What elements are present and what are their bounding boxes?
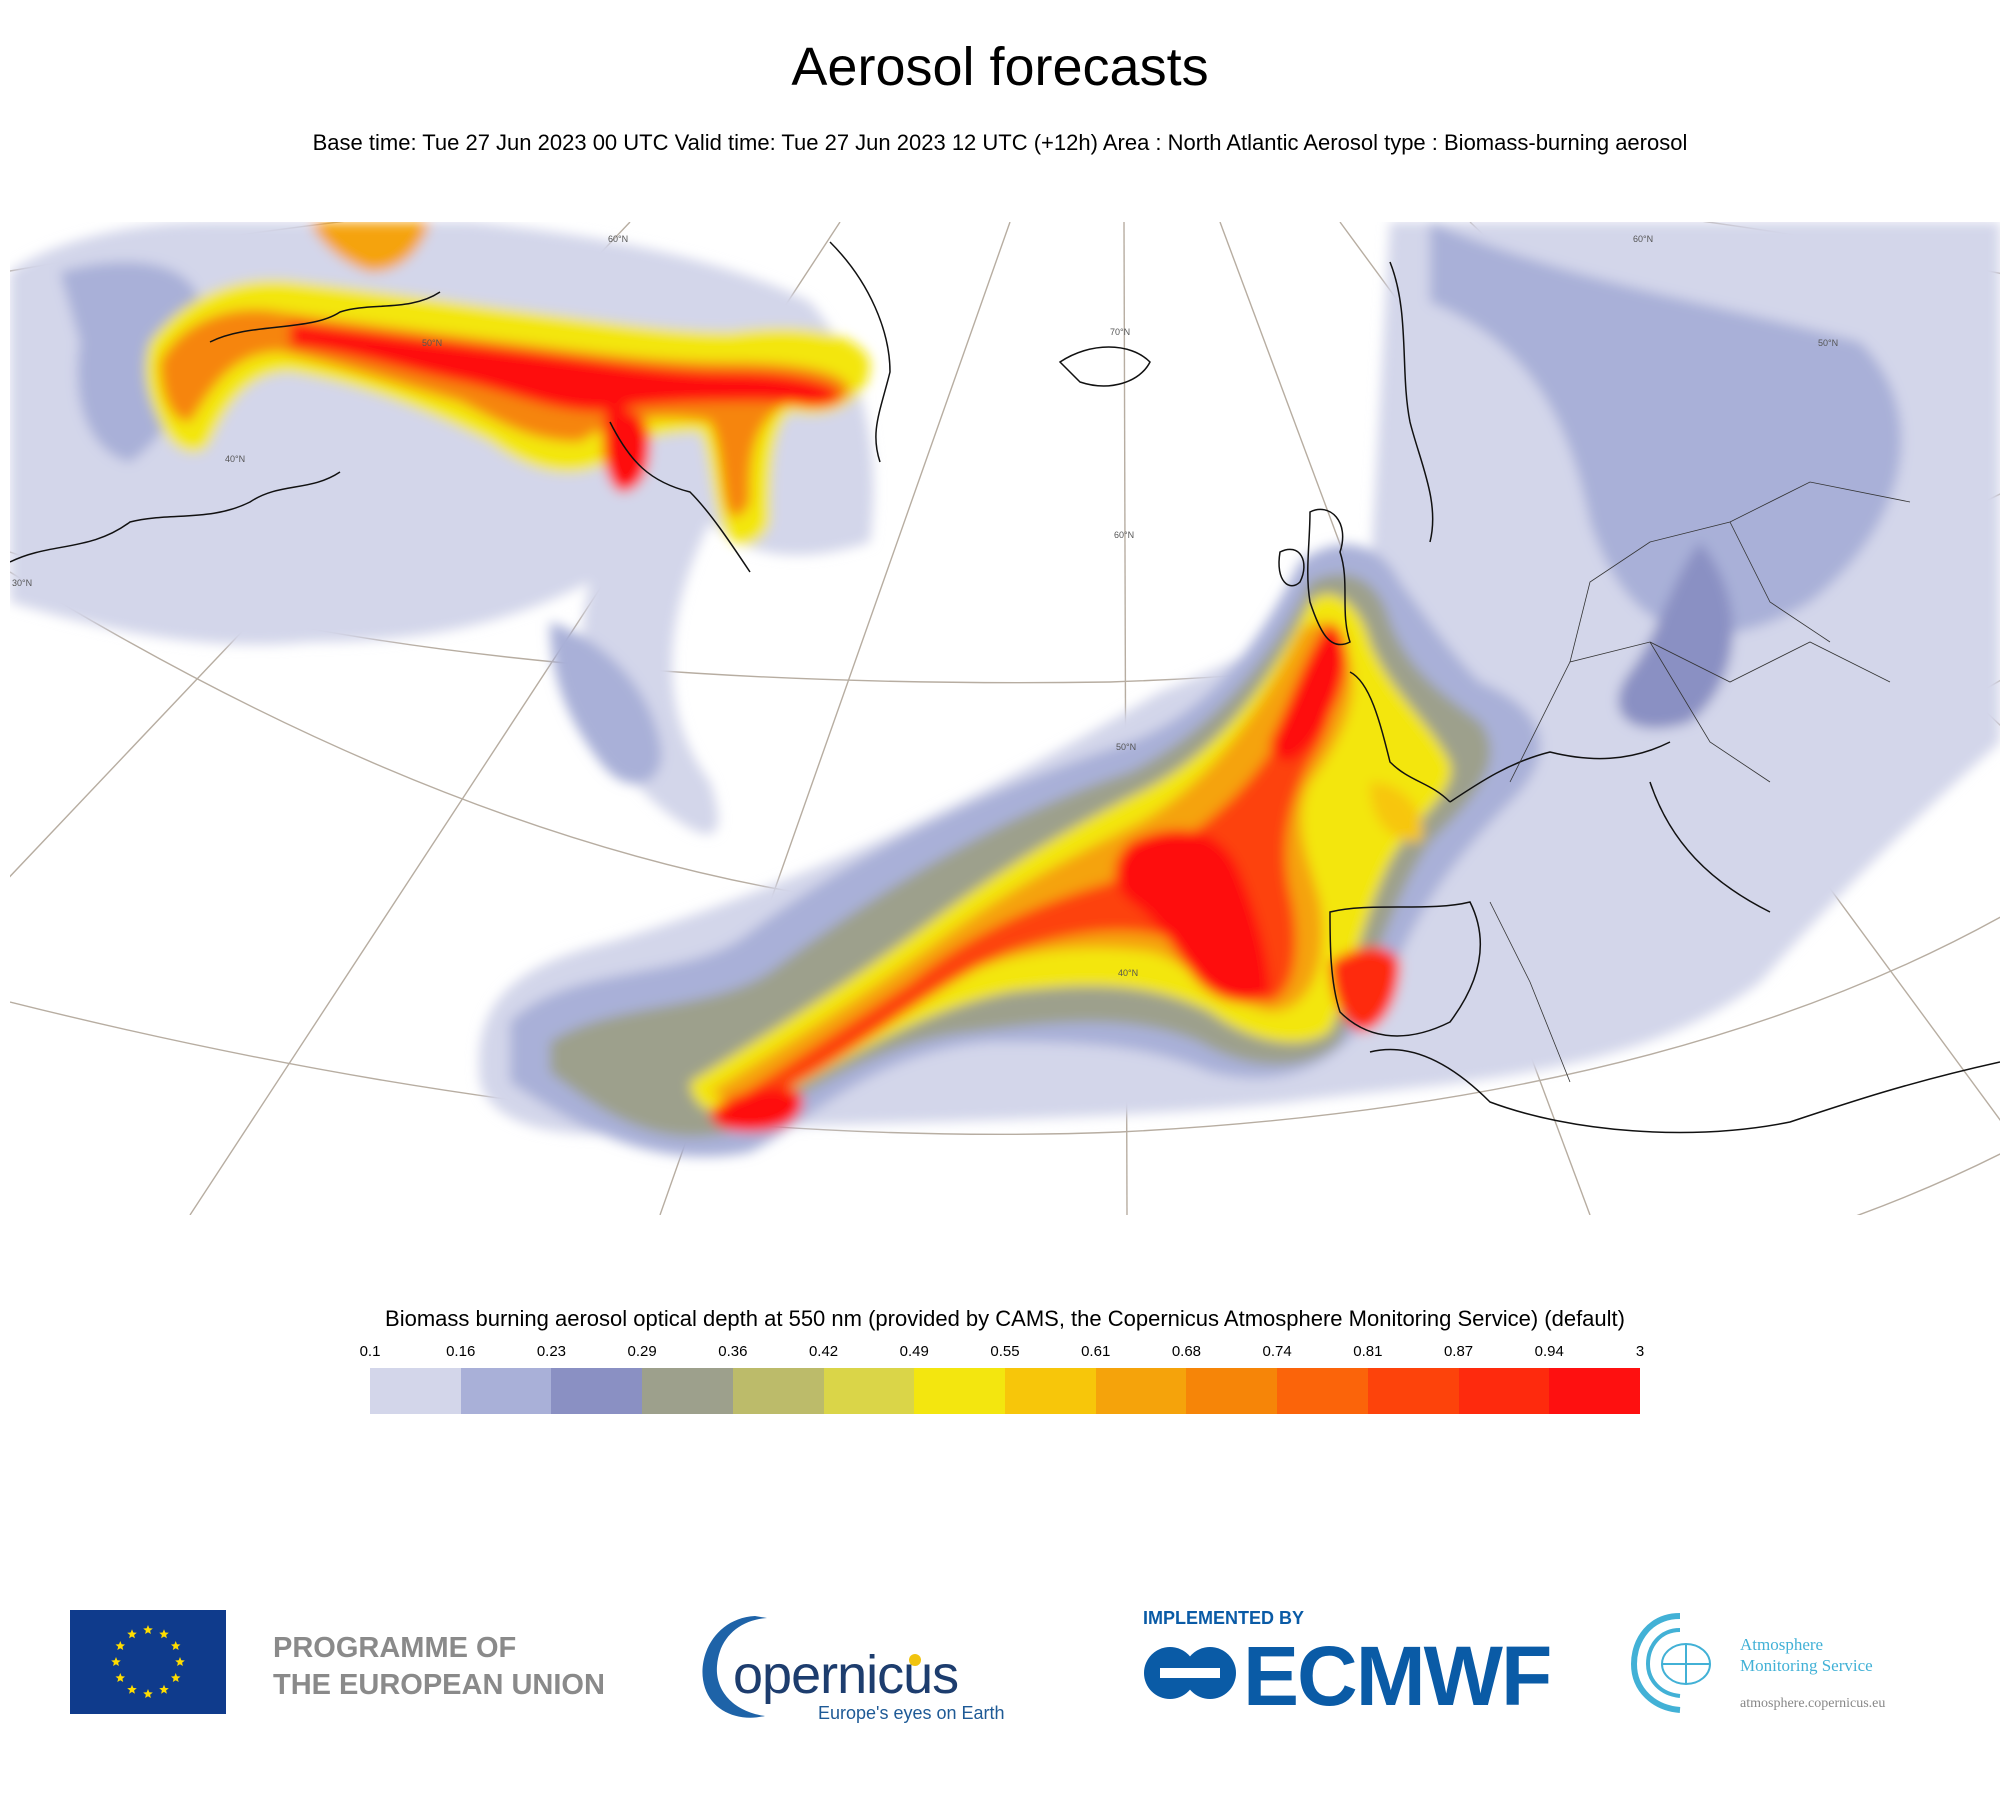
- lat-label: 40°N: [1118, 968, 1138, 978]
- lat-label: 60°N: [1633, 234, 1653, 244]
- legend-swatch: [732, 1368, 824, 1414]
- lat-label: 60°N: [1114, 530, 1134, 540]
- eu-star-icon: [171, 1641, 181, 1650]
- page-title: Aerosol forecasts: [791, 37, 1209, 97]
- lat-label: 50°N: [1116, 742, 1136, 752]
- eu-star-icon: [127, 1684, 137, 1694]
- legend-tick-label: 0.68: [1171, 1343, 1202, 1360]
- legend-tick-label: 0.1: [359, 1343, 381, 1360]
- legend-swatch: [1186, 1368, 1278, 1414]
- eu-programme-text: PROGRAMME OF THE EUROPEAN UNION: [273, 1630, 605, 1704]
- footer-logos: PROGRAMME OF THE EUROPEAN UNION opernicu…: [0, 1590, 2000, 1740]
- cams-line-1: Atmosphere: [1740, 1635, 1824, 1654]
- eu-star-icon: [175, 1657, 185, 1666]
- legend-colorbar: [370, 1368, 1641, 1414]
- legend-swatch: [370, 1368, 461, 1414]
- lat-label: 40°N: [225, 454, 245, 464]
- legend-tick-label: 0.55: [990, 1343, 1020, 1360]
- aerosol-field: [10, 222, 2000, 1157]
- legend-swatch: [823, 1368, 915, 1414]
- legend-tick-label: 0.42: [808, 1343, 839, 1360]
- ecmwf-wordmark: ECMWF: [1243, 1629, 1552, 1723]
- cams-logo: Atmosphere Monitoring Service atmosphere…: [1630, 1608, 1930, 1728]
- legend-tick-label: 0.61: [1081, 1343, 1111, 1360]
- legend-swatch: [1277, 1368, 1368, 1414]
- legend-swatch: [642, 1368, 733, 1414]
- lat-label: 50°N: [1818, 338, 1838, 348]
- legend-tick-label: 0.23: [536, 1343, 567, 1360]
- eu-line-1: PROGRAMME OF: [273, 1632, 517, 1664]
- country-borders: [1489, 481, 1911, 1083]
- eu-star-icon: [143, 1625, 153, 1634]
- legend-tick-label: 0.36: [718, 1343, 748, 1360]
- legend-swatch: [1005, 1368, 1096, 1414]
- lat-labels: 70°N 60°N 50°N 40°N 30°N 60°N 60°N 50°N …: [12, 234, 1838, 978]
- coastlines: [10, 241, 2000, 1134]
- copernicus-tagline: Europe's eyes on Earth: [818, 1703, 1005, 1723]
- eu-star-icon: [115, 1641, 125, 1650]
- eu-star-icon: [159, 1684, 169, 1694]
- legend-tick-label: 0.81: [1353, 1343, 1383, 1360]
- legend-ticks: 0.1 0.16 0.23 0.29 0.36 0.42 0.49 0.55 0.61 0.68 0…: [340, 1343, 1670, 1363]
- legend-tick-label: 0.94: [1534, 1343, 1564, 1360]
- cams-line-2: Monitoring Service: [1740, 1656, 1873, 1675]
- legend-swatch: [1367, 1368, 1459, 1414]
- cams-name: Atmosphere Monitoring Service: [1740, 1634, 1873, 1676]
- lat-label: 30°N: [12, 578, 32, 588]
- eu-star-icon: [159, 1629, 169, 1639]
- copernicus-word: opernicus: [733, 1645, 959, 1705]
- eu-star-icon: [115, 1673, 125, 1682]
- legend-tick-label: 0.49: [899, 1343, 929, 1360]
- legend-tick-label: 0.16: [446, 1343, 476, 1360]
- lat-label: 60°N: [608, 234, 628, 244]
- ecmwf-emblem-icon: [1144, 1647, 1236, 1699]
- legend-tick-label: 0.87: [1443, 1343, 1474, 1360]
- cams-url: atmosphere.copernicus.eu: [1740, 1696, 1886, 1711]
- eu-star-icon: [127, 1629, 137, 1639]
- legend-tick-label: 3: [1635, 1343, 1645, 1360]
- eu-line-2: THE EUROPEAN UNION: [273, 1669, 605, 1701]
- forecast-subtitle: Base time: Tue 27 Jun 2023 00 UTC Valid …: [312, 130, 1688, 155]
- lat-label: 70°N: [1110, 327, 1130, 337]
- eu-star-icon: [111, 1657, 121, 1666]
- legend-swatch: [460, 1368, 552, 1414]
- legend-swatch: [914, 1368, 1006, 1414]
- legend-tick-label: 0.29: [627, 1343, 657, 1360]
- legend-swatch: [551, 1368, 643, 1414]
- legend-swatch: [1095, 1368, 1187, 1414]
- copernicus-logo: opernicus Europe's eyes on Earth: [695, 1608, 1015, 1728]
- legend-swatch: [1549, 1368, 1641, 1414]
- implemented-by-label: IMPLEMENTED BY: [1143, 1608, 1305, 1628]
- aerosol-map: 70°N 60°N 50°N 40°N 30°N 60°N 60°N 50°N …: [10, 222, 2000, 1215]
- eu-star-icon: [143, 1689, 153, 1698]
- legend-swatch: [1458, 1368, 1550, 1414]
- eu-star-icon: [171, 1673, 181, 1682]
- eu-flag-icon: [70, 1610, 226, 1714]
- lat-label: 50°N: [422, 338, 442, 348]
- legend-tick-label: 0.74: [1262, 1343, 1292, 1360]
- legend-title: Biomass burning aerosol optical depth at…: [385, 1306, 1625, 1331]
